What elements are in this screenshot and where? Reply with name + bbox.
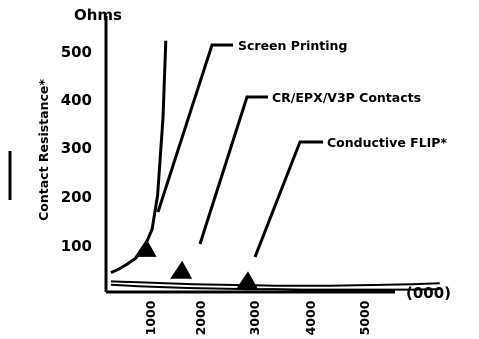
- y-tick-label: 200: [61, 188, 92, 206]
- annotation-label-screen-printing: Screen Printing: [238, 38, 347, 53]
- x-tick-label: 3000: [247, 300, 262, 335]
- annotation-label-cr-epx-v3p-contacts: CR/EPX/V3P Contacts: [272, 90, 421, 105]
- annotation-arrowhead-cr-epx-v3p-contacts: [170, 260, 193, 279]
- x-tick-label: 5000: [357, 300, 372, 335]
- x-axis-label: (000): [406, 284, 451, 302]
- series-line-screen-printing: [110, 40, 168, 275]
- y-tick-label: 400: [61, 91, 92, 109]
- annotation-leader-cr-epx-v3p-contacts: [198, 95, 268, 245]
- y-tick-label: 300: [61, 139, 92, 157]
- annotation-arrowhead-conductive-flip: [236, 271, 258, 290]
- y-axis-label: Contact Resistance*: [36, 79, 51, 221]
- x-tick-label: 4000: [303, 300, 318, 335]
- annotation-leader-screen-printing: [156, 43, 233, 213]
- annotation-arrowhead-screen-printing: [134, 238, 157, 257]
- annotation-label-conductive-flip: Conductive FLIP*: [327, 135, 447, 150]
- annotation-leader-conductive-flip: [253, 140, 323, 258]
- x-tick-label: 1000: [143, 300, 158, 335]
- series-line-cr-epx-v3p-contacts: [110, 280, 440, 287]
- y-unit-label: Ohms: [74, 6, 122, 24]
- series-line-conductive-flip: [110, 283, 440, 291]
- x-tick-label: 2000: [193, 300, 208, 335]
- y-tick-label: 500: [61, 43, 92, 61]
- y-tick-label: 100: [61, 237, 92, 255]
